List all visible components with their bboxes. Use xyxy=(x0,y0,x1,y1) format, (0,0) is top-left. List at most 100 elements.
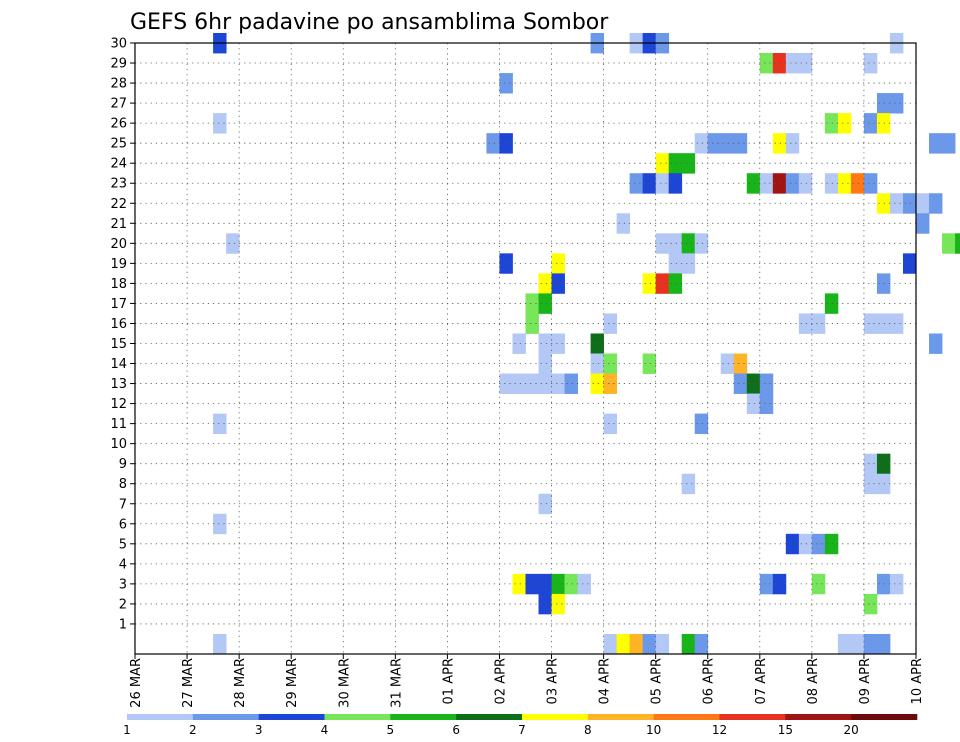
data-cell xyxy=(694,233,709,254)
colorbar-label: 12 xyxy=(712,723,727,737)
colorbar-label: 8 xyxy=(584,723,592,737)
data-cell xyxy=(551,593,565,615)
y-tick-label: 6 xyxy=(119,517,127,532)
data-cell xyxy=(213,413,227,435)
x-tick-label: 27 MAR xyxy=(181,658,196,708)
y-tick-label: 14 xyxy=(110,357,127,372)
chart-title: GEFS 6hr padavine po ansamblima Sombor xyxy=(130,10,609,35)
y-tick-label: 30 xyxy=(110,37,127,52)
data-cell xyxy=(681,473,696,495)
data-cell xyxy=(889,93,904,114)
data-cell xyxy=(538,373,552,394)
y-tick-label: 2 xyxy=(119,597,127,612)
colorbar-label: 5 xyxy=(387,723,395,737)
data-cell xyxy=(642,173,657,194)
y-tick-label: 1 xyxy=(119,617,127,632)
data-cell xyxy=(863,53,878,74)
colorbar-segment xyxy=(653,714,720,720)
data-cell xyxy=(486,133,500,154)
y-tick-label: 28 xyxy=(110,77,127,92)
data-cell xyxy=(551,333,565,354)
data-cell xyxy=(512,373,526,394)
data-cell xyxy=(733,133,748,154)
colorbar: 1 2 3 4 5 6 7 8 10 12 15 20 xyxy=(123,714,918,737)
data-cell xyxy=(538,273,552,294)
data-cell xyxy=(603,413,618,435)
data-cell xyxy=(681,253,696,274)
data-cell xyxy=(824,173,839,194)
colorbar-segment xyxy=(127,714,194,720)
data-cell xyxy=(785,133,800,154)
data-cell xyxy=(889,193,904,214)
y-tick-label: 15 xyxy=(110,337,127,352)
x-tick-label: 02 APR xyxy=(493,658,508,704)
x-tick-label: 31 MAR xyxy=(389,658,404,708)
y-tick-label: 29 xyxy=(110,57,127,72)
data-cell xyxy=(876,453,891,475)
data-cell xyxy=(213,113,227,134)
data-cell xyxy=(929,193,943,214)
data-cell xyxy=(681,153,696,174)
y-tick-label: 10 xyxy=(110,437,127,452)
y-ticks-layer: 1234567891011121314151617181920212223242… xyxy=(110,37,135,632)
y-tick-label: 27 xyxy=(110,97,127,112)
data-cell xyxy=(525,313,539,334)
data-cell xyxy=(655,173,670,194)
y-tick-label: 7 xyxy=(119,497,127,512)
data-cell xyxy=(590,373,604,394)
colorbar-label: 3 xyxy=(255,723,263,737)
data-cell xyxy=(694,413,709,435)
x-tick-label: 28 MAR xyxy=(233,658,248,708)
y-tick-label: 11 xyxy=(110,417,127,432)
colorbar-label: 2 xyxy=(189,723,197,737)
data-cell xyxy=(850,173,865,194)
data-cell xyxy=(772,133,787,154)
data-cell xyxy=(889,573,904,595)
data-cell xyxy=(681,233,696,254)
data-cell xyxy=(616,633,631,655)
y-tick-label: 19 xyxy=(110,257,127,272)
data-cell xyxy=(772,573,787,595)
data-cell xyxy=(824,533,839,555)
data-cell xyxy=(942,233,956,254)
data-cell xyxy=(889,313,904,334)
x-tick-label: 07 APR xyxy=(754,658,769,704)
y-tick-label: 16 xyxy=(110,317,127,332)
data-cell xyxy=(694,133,709,154)
colorbar-segment xyxy=(192,714,259,720)
colorbar-segment xyxy=(456,714,523,720)
data-cell xyxy=(655,233,670,254)
data-cell xyxy=(746,373,761,394)
data-cell xyxy=(929,133,943,154)
data-cell xyxy=(811,313,826,334)
data-cell xyxy=(213,513,227,535)
data-cell xyxy=(512,573,526,595)
plot-frame xyxy=(134,42,917,655)
data-cell xyxy=(902,193,917,214)
data-cell xyxy=(811,533,826,555)
data-cell xyxy=(629,633,644,655)
data-cell xyxy=(863,473,878,495)
data-cell xyxy=(668,173,683,194)
colorbar-segment xyxy=(785,714,852,720)
x-tick-label: 03 APR xyxy=(546,658,561,704)
data-cell xyxy=(876,273,891,294)
colorbar-segment xyxy=(390,714,457,720)
data-cell xyxy=(655,273,670,294)
data-cell xyxy=(681,633,696,655)
data-cell xyxy=(707,133,722,154)
data-cell xyxy=(551,273,565,294)
colorbar-label: 15 xyxy=(778,723,793,737)
data-cell xyxy=(538,293,552,314)
data-cell xyxy=(226,233,240,254)
x-tick-label: 04 APR xyxy=(598,658,613,704)
data-cell xyxy=(759,173,774,194)
data-cell xyxy=(668,253,683,274)
data-cell xyxy=(538,573,552,595)
data-cell xyxy=(525,573,539,595)
x-tick-label: 05 APR xyxy=(650,658,665,704)
data-cell xyxy=(837,173,852,194)
y-tick-label: 26 xyxy=(110,117,127,132)
data-cell xyxy=(603,313,618,334)
data-cell xyxy=(876,573,891,595)
